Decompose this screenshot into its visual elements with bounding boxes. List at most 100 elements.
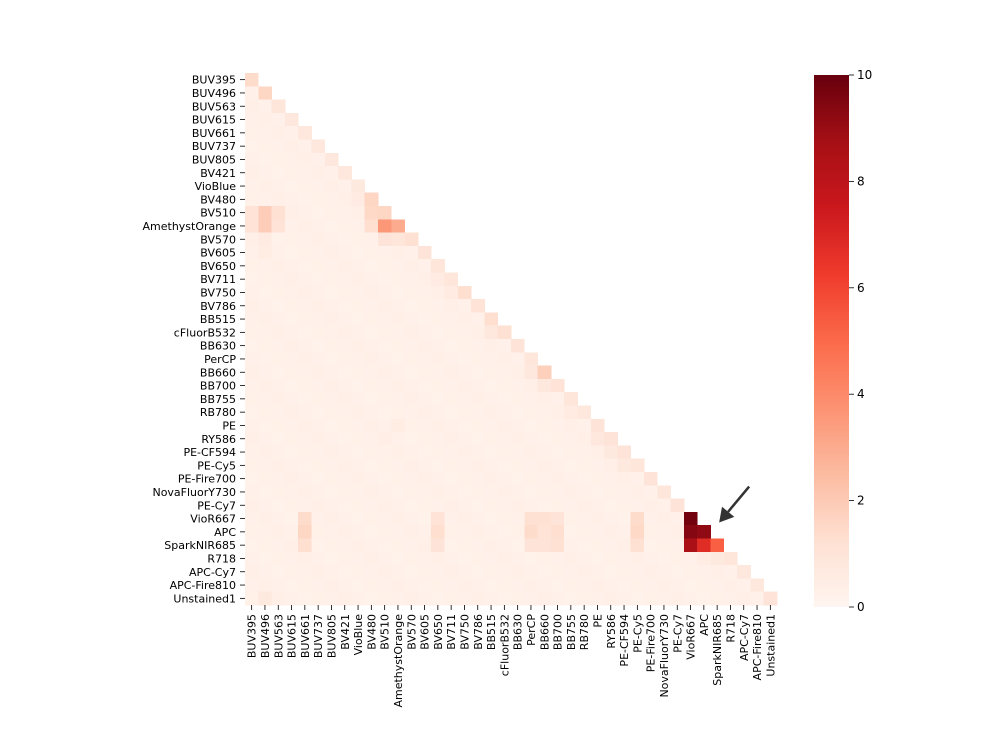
x-tick-label: BV570 <box>405 614 418 650</box>
heatmap-cell <box>311 232 326 247</box>
x-tick-label: BUV615 <box>286 614 299 658</box>
heatmap-cell <box>590 432 605 446</box>
x-tick-label: BB660 <box>538 614 551 650</box>
heatmap-cell <box>324 498 339 513</box>
heatmap-cell <box>683 578 698 593</box>
heatmap-cell <box>417 418 432 433</box>
heatmap-cell <box>657 565 671 579</box>
heatmap-cell <box>444 538 459 553</box>
heatmap-cell <box>338 299 352 313</box>
x-tick-label: AmethystOrange <box>392 614 405 708</box>
heatmap-cell <box>457 418 472 433</box>
heatmap-cell <box>364 299 379 313</box>
heatmap-cell <box>391 219 405 233</box>
y-tick-label: BUV496 <box>192 87 236 100</box>
x-tick-label: cFluorB532 <box>498 614 511 676</box>
heatmap-cell <box>351 312 366 327</box>
x-tick-label: BV650 <box>432 614 445 650</box>
heatmap-cell <box>644 538 658 553</box>
heatmap-cell <box>364 525 379 539</box>
heatmap-cell <box>511 378 525 393</box>
x-tick-label: VioBlue <box>352 614 365 656</box>
heatmap-cell <box>298 565 312 579</box>
heatmap-cell <box>298 219 312 233</box>
heatmap-cell <box>324 472 339 486</box>
x-tick-label: BB630 <box>512 614 525 650</box>
heatmap-cell <box>258 206 272 220</box>
heatmap-cell <box>258 339 272 353</box>
heatmap-cell <box>683 565 698 579</box>
heatmap-cell <box>431 259 445 273</box>
heatmap-cell <box>324 299 339 313</box>
heatmap-cell <box>404 339 419 353</box>
colorbar-gradient <box>814 75 849 607</box>
heatmap-cell <box>284 352 299 366</box>
heatmap-cell <box>644 578 658 593</box>
heatmap-cell <box>524 418 538 433</box>
heatmap-cell <box>271 551 286 566</box>
heatmap-cell <box>258 352 272 366</box>
heatmap-cell <box>245 405 259 420</box>
heatmap-cell <box>258 458 272 473</box>
heatmap-cell <box>524 498 538 513</box>
heatmap-cell <box>444 578 459 593</box>
heatmap-cell <box>338 418 352 433</box>
heatmap-cell <box>351 565 366 579</box>
heatmap-cell <box>444 365 459 380</box>
heatmap-cell <box>484 538 499 553</box>
heatmap-cell <box>564 418 578 433</box>
heatmap-cell <box>697 538 711 553</box>
heatmap-cell <box>457 472 472 486</box>
x-tick-label: BUV661 <box>299 614 312 658</box>
heatmap-cell <box>284 206 299 220</box>
heatmap-cell <box>431 578 445 593</box>
heatmap-cell <box>298 525 312 539</box>
y-tick-label: AmethystOrange <box>143 220 237 233</box>
heatmap-cell <box>258 299 272 313</box>
heatmap-cell <box>537 565 552 579</box>
heatmap-cell <box>391 578 405 593</box>
x-axis-tick-labels: BUV395 BUV496 BUV563 BUV615 BUV661 BUV737 BUV8… <box>246 605 777 708</box>
heatmap-cell <box>484 551 499 566</box>
heatmap-cell <box>683 525 698 539</box>
heatmap-cell <box>497 565 512 579</box>
heatmap-cell <box>311 285 326 300</box>
colorbar-tick-label: 2 <box>857 494 865 508</box>
heatmap-cell <box>617 578 632 593</box>
heatmap-cell <box>338 485 352 499</box>
heatmap-cell <box>351 418 366 433</box>
heatmap-cell <box>245 339 259 353</box>
heatmap-cell <box>271 232 286 247</box>
heatmap-cell <box>378 232 392 247</box>
heatmap-cell <box>723 591 738 606</box>
heatmap-cell <box>338 405 352 420</box>
heatmap-cell <box>298 365 312 380</box>
heatmap-cell <box>298 392 312 406</box>
heatmap-cell <box>577 511 592 526</box>
heatmap-cell <box>391 538 405 553</box>
heatmap-cell <box>431 418 445 433</box>
heatmap-cell <box>311 591 326 606</box>
heatmap-cell <box>391 565 405 579</box>
heatmap-cell <box>457 538 472 553</box>
heatmap-cell <box>617 485 632 499</box>
heatmap-cell <box>457 565 472 579</box>
heatmap-cell <box>417 272 432 287</box>
heatmap-cell <box>417 325 432 340</box>
heatmap-cell <box>537 485 552 499</box>
y-tick-label: BV605 <box>200 247 236 260</box>
heatmap-cell <box>417 511 432 526</box>
heatmap-cell <box>364 538 379 553</box>
y-tick-label: VioR667 <box>190 513 236 526</box>
heatmap-cell <box>351 392 366 406</box>
heatmap-cell <box>511 432 525 446</box>
heatmap-cell <box>245 378 259 393</box>
heatmap-cell <box>351 432 366 446</box>
heatmap-cell <box>391 378 405 393</box>
x-tick-label: APC <box>698 614 711 636</box>
heatmap-cell <box>284 219 299 233</box>
heatmap-cell <box>338 352 352 366</box>
heatmap-cell <box>245 139 259 154</box>
heatmap-cell <box>564 511 578 526</box>
heatmap-cell <box>644 525 658 539</box>
